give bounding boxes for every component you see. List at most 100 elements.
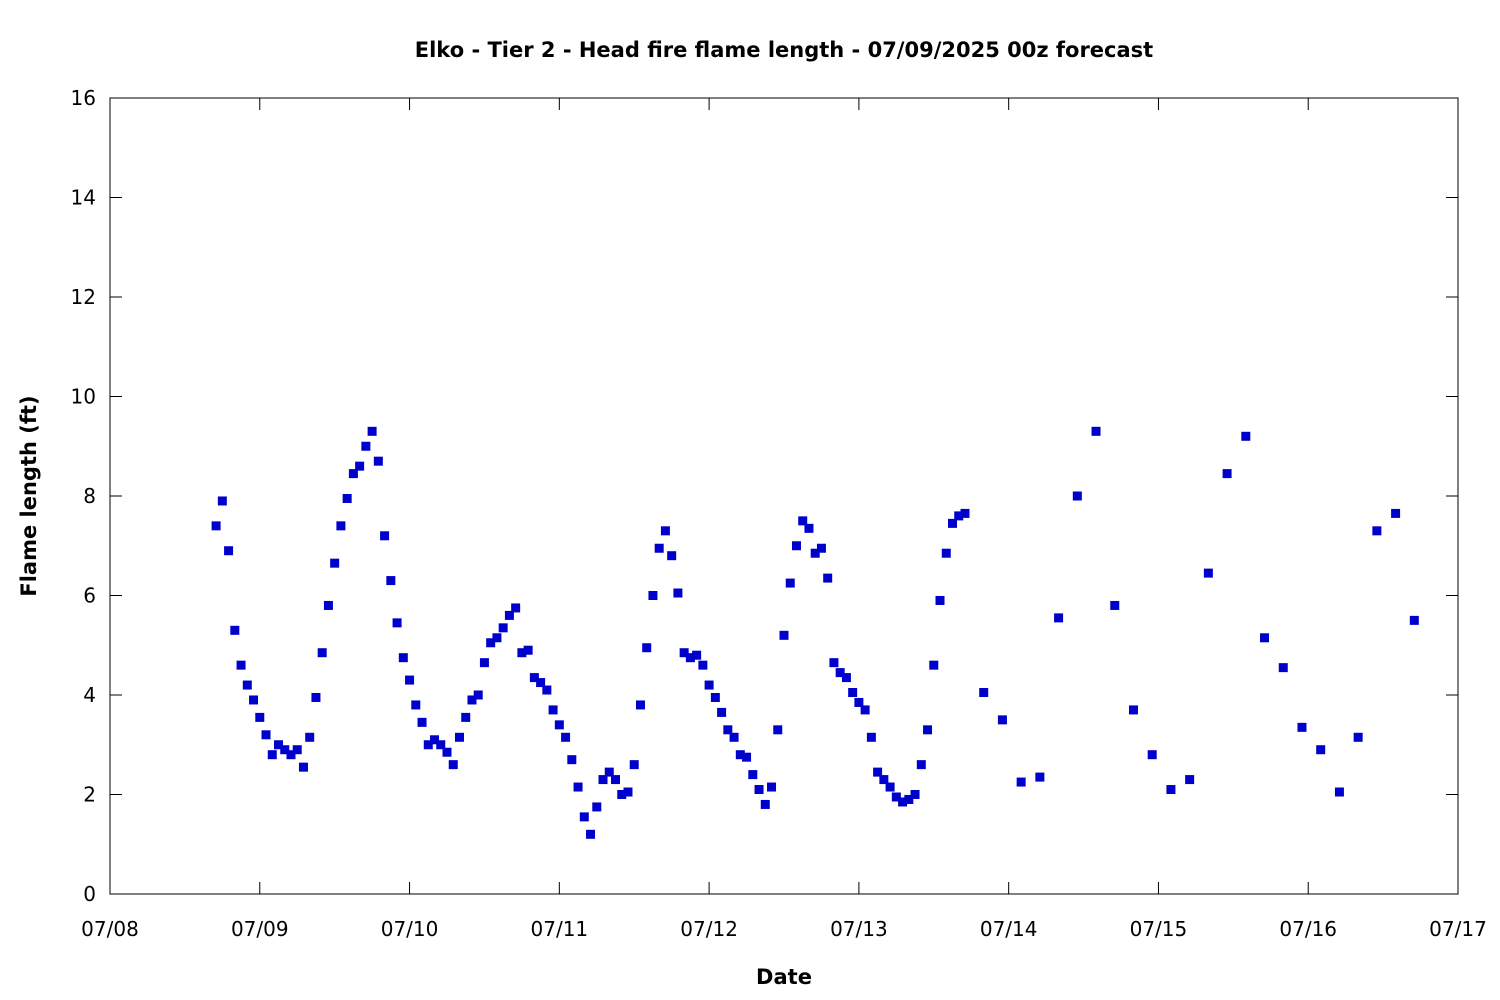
data-point [854,697,864,707]
data-point [617,790,627,799]
data-point [430,735,440,745]
data-point [904,794,914,804]
data-point [473,690,483,700]
data-point [704,680,714,690]
data-point [754,785,764,795]
data-point [317,648,327,658]
x-tick-label: 07/16 [1279,917,1337,941]
data-point [523,645,533,655]
data-point [823,573,833,583]
data-point [311,692,321,702]
data-point [1035,772,1045,782]
data-point [679,648,689,658]
data-point [567,755,577,765]
data-point [898,797,908,807]
data-point [373,456,383,466]
data-point [935,595,945,605]
data-point [230,625,240,635]
data-point [367,426,377,436]
data-point [760,799,770,809]
data-point [392,618,402,628]
data-point [1316,745,1326,755]
y-tick-label: 10 [71,385,96,409]
y-tick-label: 0 [83,882,96,906]
data-point [910,790,920,799]
data-point [654,543,664,553]
data-point [448,760,458,770]
data-point [586,829,596,839]
data-point [1147,750,1157,760]
data-point [517,648,527,658]
data-point [1409,615,1419,625]
data-point [361,441,371,451]
data-point [1353,732,1363,742]
data-point [773,725,783,735]
data-point [810,548,820,558]
data-points [211,426,1419,839]
data-point [960,508,970,518]
data-point [355,461,365,471]
x-tick-label: 07/12 [680,917,738,941]
data-point [804,523,814,533]
data-point [673,588,683,598]
data-point [261,730,271,740]
y-tick-label: 2 [83,783,96,807]
data-point [386,576,396,586]
data-point [398,653,408,663]
data-point [342,493,352,503]
data-point [879,775,889,785]
data-point [929,660,939,670]
chart-title: Elko - Tier 2 - Head fire flame length -… [415,38,1153,62]
y-tick-label: 8 [83,484,96,508]
data-point [635,700,645,710]
data-point [1128,705,1138,715]
data-point [604,767,614,777]
data-point [685,653,695,663]
data-point [498,623,508,633]
data-point [954,511,964,521]
y-tick-label: 16 [71,86,96,110]
data-point [798,516,808,526]
data-point [442,747,452,757]
data-point [255,712,265,722]
x-tick-label: 07/15 [1130,917,1188,941]
data-point [224,546,234,556]
data-point [997,715,1007,725]
data-point [829,658,839,668]
x-tick-label: 07/11 [531,917,589,941]
x-axis-label: Date [756,965,812,989]
data-point [660,526,670,536]
x-tick-label: 07/10 [381,917,439,941]
data-point [1016,777,1026,787]
data-point [236,660,246,670]
data-point [923,725,933,735]
data-point [791,541,801,551]
data-point [217,496,227,506]
data-point [323,600,333,610]
data-point [1203,568,1213,578]
data-point [873,767,883,777]
data-point [1372,526,1382,536]
data-point [249,695,259,705]
data-point [891,792,901,802]
data-point [629,760,639,770]
data-point [692,650,702,660]
y-tick-label: 6 [83,584,96,608]
data-point [417,717,427,727]
data-point [286,750,296,760]
data-point [710,692,720,702]
y-tick-label: 4 [83,683,96,707]
data-point [816,543,826,553]
data-point [330,558,340,568]
data-point [611,775,620,785]
data-point [280,745,290,755]
data-point [735,750,745,760]
data-point [536,678,546,688]
data-point [548,705,558,715]
data-point [492,633,502,643]
data-point [698,660,708,670]
data-point [729,732,739,742]
data-point [380,531,390,541]
data-point [941,548,951,558]
